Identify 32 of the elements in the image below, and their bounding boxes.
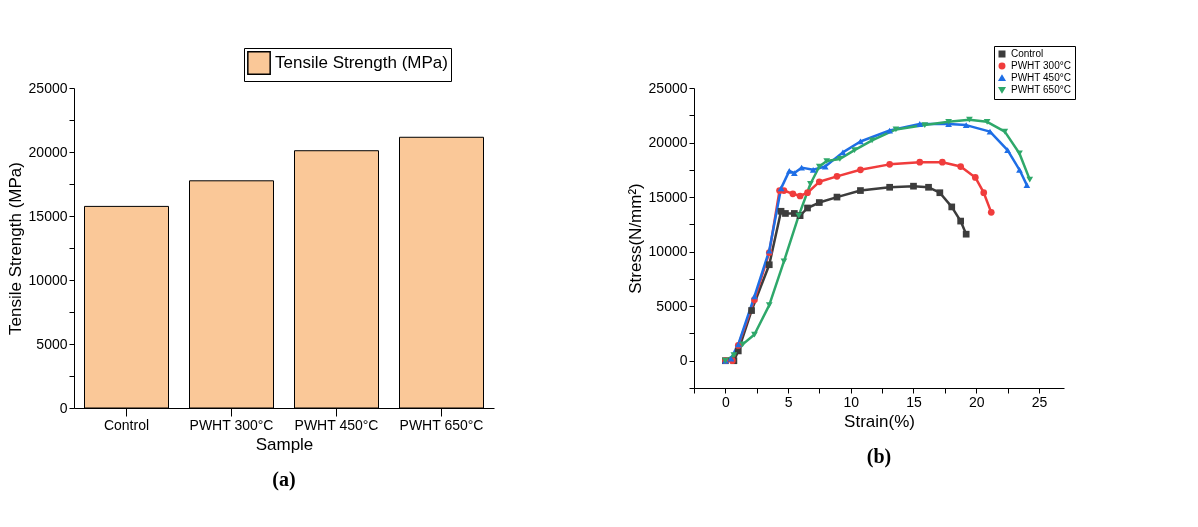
y-tick-label: 25000 (648, 79, 688, 96)
x-tick-label: 10 (843, 393, 860, 410)
y-tick-label: 15000 (648, 188, 688, 205)
y-tick-label: 0 (679, 352, 688, 369)
y-axis-title: Tensile Strength (MPa) (5, 162, 25, 335)
legend-label: PWHT 650°C (1011, 84, 1071, 95)
x-tick-label: 5 (784, 393, 793, 410)
x-tick-label: 0 (721, 393, 730, 410)
x-tick-label: Control (103, 416, 150, 433)
x-tick-label: PWHT 300°C (189, 416, 274, 433)
legend-label: PWHT 300°C (1011, 60, 1071, 71)
legend-label: PWHT 450°C (1011, 72, 1071, 83)
y-tick-label: 5000 (656, 297, 688, 314)
y-tick-label: 10000 (28, 271, 68, 288)
x-tick-label: 25 (1031, 393, 1048, 410)
x-tick-label: 15 (906, 393, 922, 410)
x-tick-label: PWHT 650°C (399, 416, 484, 433)
x-tick-label: 20 (968, 393, 985, 410)
text: (b) (866, 445, 892, 468)
x-tick-label: PWHT 450°C (294, 416, 379, 433)
legend-label: Control (1011, 48, 1044, 59)
y-axis-title: Stress(N/mm²) (625, 183, 645, 294)
x-axis-title: Strain(%) (844, 411, 915, 431)
y-tick-label: 25000 (28, 79, 68, 96)
y-tick-label: 10000 (648, 243, 688, 260)
y-tick-label: 20000 (648, 134, 688, 151)
y-tick-label: 5000 (36, 335, 68, 352)
legend-label: Tensile Strength (MPa) (275, 53, 448, 72)
y-tick-label: 20000 (28, 143, 68, 160)
y-tick-label: 15000 (28, 207, 68, 224)
x-axis-title: Sample (255, 434, 314, 454)
text: (a) (272, 468, 296, 491)
